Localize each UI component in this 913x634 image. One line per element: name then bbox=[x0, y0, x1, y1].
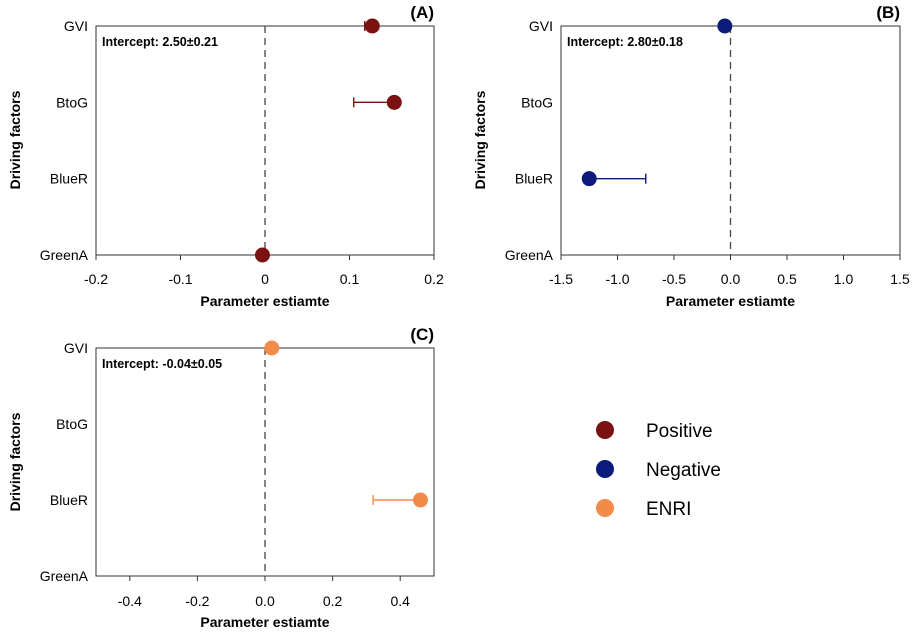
x-tick-label: 0.0 bbox=[255, 593, 275, 609]
y-tick-label: GVI bbox=[529, 18, 553, 34]
intercept-annotation: Intercept: -0.04±0.05 bbox=[102, 357, 222, 371]
x-axis-label: Parameter estiamte bbox=[200, 614, 329, 630]
x-tick-label: -0.4 bbox=[118, 593, 142, 609]
x-tick-label: -1.5 bbox=[549, 271, 573, 287]
x-tick-label: 0.2 bbox=[424, 271, 444, 287]
x-axis-label: Parameter estiamte bbox=[200, 293, 329, 309]
intercept-annotation: Intercept: 2.50±0.21 bbox=[102, 35, 218, 49]
legend-marker-enri bbox=[596, 499, 614, 517]
x-tick-label: 0.0 bbox=[721, 271, 741, 287]
intercept-annotation: Intercept: 2.80±0.18 bbox=[567, 35, 683, 49]
legend-label: Negative bbox=[646, 460, 721, 481]
panel-label: (A) bbox=[410, 3, 434, 22]
x-tick-label: 1.5 bbox=[890, 271, 910, 287]
y-tick-label: GVI bbox=[64, 340, 88, 356]
y-axis-label: Driving factors bbox=[7, 90, 23, 189]
y-axis-label: Driving factors bbox=[472, 90, 488, 189]
panel-label: (B) bbox=[876, 3, 900, 22]
y-tick-label: GreenA bbox=[40, 247, 89, 263]
data-point-gvi bbox=[364, 18, 380, 34]
legend-marker-positive bbox=[596, 421, 614, 439]
x-tick-label: -0.5 bbox=[662, 271, 686, 287]
x-tick-label: 0 bbox=[261, 271, 269, 287]
x-tick-label: 0.2 bbox=[323, 593, 343, 609]
y-tick-label: GVI bbox=[64, 18, 88, 34]
y-tick-label: BtoG bbox=[56, 94, 88, 110]
y-tick-label: BtoG bbox=[521, 94, 553, 110]
y-tick-label: BlueR bbox=[515, 171, 553, 187]
data-point-btog bbox=[386, 94, 402, 110]
y-tick-label: GreenA bbox=[505, 247, 554, 263]
x-tick-label: 1.0 bbox=[834, 271, 854, 287]
y-tick-label: BlueR bbox=[50, 492, 88, 508]
chart-panel-2: GVI BtoG BlueR GreenA -1.5 -1.0 -0.5 0.0 0.5 1.0 1… bbox=[472, 3, 910, 309]
x-tick-label: -0.2 bbox=[84, 271, 108, 287]
panel-label: (C) bbox=[410, 325, 434, 344]
y-tick-label: BtoG bbox=[56, 416, 88, 432]
legend: Positive Negative ENRI bbox=[596, 421, 721, 520]
data-point-bluer bbox=[581, 171, 597, 187]
data-point-bluer bbox=[412, 492, 428, 508]
data-point-gvi bbox=[264, 340, 280, 356]
x-tick-label: 0.1 bbox=[340, 271, 360, 287]
x-tick-label: -0.1 bbox=[168, 271, 192, 287]
legend-marker-negative bbox=[596, 460, 614, 478]
legend-label: ENRI bbox=[646, 499, 691, 520]
data-point-gvi bbox=[717, 18, 733, 34]
data-point-greena bbox=[254, 247, 270, 263]
y-tick-label: BlueR bbox=[50, 171, 88, 187]
x-tick-label: -0.2 bbox=[185, 593, 209, 609]
chart-panel-3: GVI BtoG BlueR GreenA -0.4 -0.2 0.0 0.2 0.4 Param… bbox=[7, 325, 435, 630]
chart-panel-1: GVI BtoG BlueR GreenA -0.2 -0.1 0 0.1 0.2 Paramet… bbox=[7, 3, 444, 309]
x-tick-label: 0.4 bbox=[390, 593, 410, 609]
x-tick-label: 0.5 bbox=[777, 271, 797, 287]
legend-label: Positive bbox=[646, 421, 713, 442]
y-axis-label: Driving factors bbox=[7, 412, 23, 511]
x-tick-label: -1.0 bbox=[605, 271, 629, 287]
y-tick-label: GreenA bbox=[40, 568, 89, 584]
x-axis-label: Parameter estiamte bbox=[666, 293, 795, 309]
